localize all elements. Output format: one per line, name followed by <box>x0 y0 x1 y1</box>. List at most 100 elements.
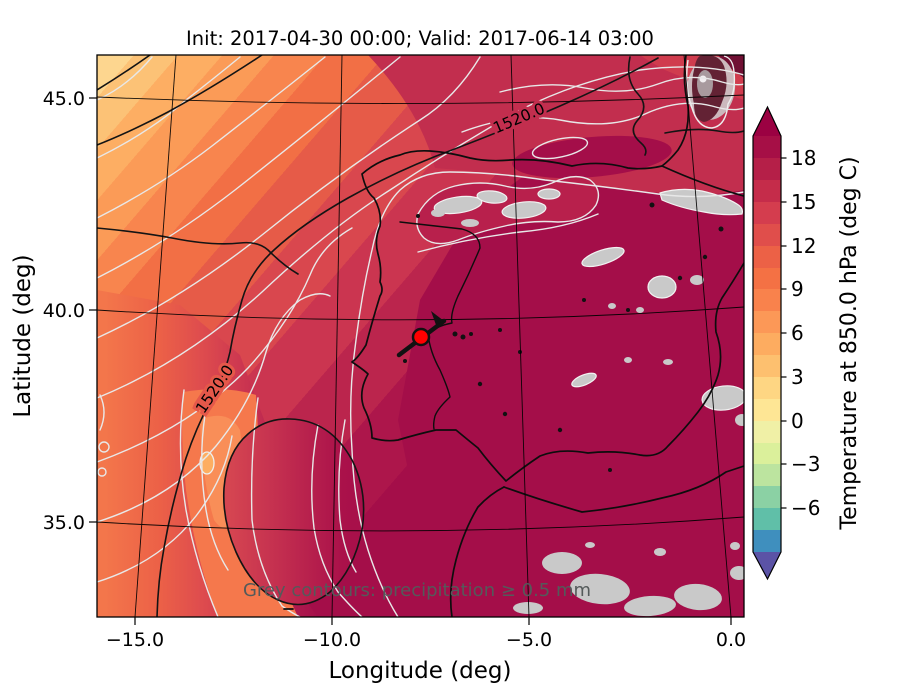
precip-patch <box>513 602 543 614</box>
sw-oval-interior <box>223 418 364 605</box>
contour-line <box>664 128 744 134</box>
coastlines-borders <box>283 55 744 617</box>
lake-dot <box>460 334 466 340</box>
contour-1520-closed-low <box>222 418 365 606</box>
precip-contour-line <box>97 435 233 583</box>
x-tick-label: −5.0 <box>506 629 552 651</box>
contour-1520-main <box>156 57 659 617</box>
lake-dot <box>502 411 508 417</box>
precip-patch <box>570 573 630 605</box>
precip-patch <box>730 542 740 550</box>
precip-blob-inner <box>697 70 713 98</box>
colorbar-segment <box>753 224 781 246</box>
precip-patch <box>608 303 616 309</box>
x-tick-marks <box>134 617 732 625</box>
parallel-45 <box>97 94 744 104</box>
grey-contour-lines <box>97 56 744 617</box>
precip-contour-line <box>97 66 744 399</box>
x-tick-label: −10.0 <box>303 629 361 651</box>
precip-contour-line <box>499 76 744 93</box>
lake-dot <box>403 359 407 363</box>
colorbar-label: Temperature at 850.0 hPa (deg C) <box>837 156 862 530</box>
precip-patch <box>674 583 722 611</box>
africa-mediterranean-coast <box>503 465 744 513</box>
precip-note: Grey contours: precipitation ≥ 0.5 mm <box>243 580 591 601</box>
lake-dot <box>518 350 522 354</box>
y-tick-label: 35.0 <box>43 512 85 534</box>
precip-contour-line <box>461 102 744 133</box>
precip-patch <box>537 188 561 200</box>
colorbar-segment <box>753 464 781 486</box>
precip-patch <box>654 548 666 556</box>
precip-contour-line <box>97 467 107 477</box>
precip-patch <box>690 275 704 285</box>
meridian-minus15 <box>134 55 177 617</box>
contour-line <box>97 227 299 275</box>
colorbar-tick-label: 15 <box>791 190 816 214</box>
contour-line <box>97 55 263 146</box>
parallel-35 <box>97 516 744 532</box>
colorbar-tick-marks <box>781 157 787 509</box>
y-tick-marks <box>89 97 97 523</box>
colorbar-tick-label: 9 <box>791 277 804 301</box>
precip-contour-line <box>201 414 229 571</box>
precip-patch <box>431 209 445 217</box>
precip-contour-line <box>179 389 219 617</box>
y-axis-label: Latitude (deg) <box>10 254 36 417</box>
colorbar-tick-label: 3 <box>791 365 804 389</box>
iberia-coastline <box>351 55 744 482</box>
y-tick-label: 40.0 <box>43 300 85 322</box>
colorbar: 18 15 12 9 6 3 0 −3 −6 Temperature at 85… <box>752 105 862 581</box>
colorbar-tick-label: 0 <box>791 409 804 433</box>
contour-line <box>97 55 151 91</box>
station-marker <box>396 311 447 358</box>
precip-patch <box>730 566 744 580</box>
colorbar-segment <box>753 486 781 508</box>
africa-atlantic-coast <box>449 486 505 617</box>
lake-dot <box>469 332 473 336</box>
meridian-minus5 <box>510 55 530 617</box>
lakes <box>403 202 724 472</box>
geopotential-contours <box>97 55 744 617</box>
precip-patch <box>581 246 625 268</box>
colorbar-segment <box>753 180 781 202</box>
lake-dot <box>626 308 630 312</box>
meridian-minus10 <box>331 55 343 617</box>
precip-patch <box>636 307 644 313</box>
precip-contour-line <box>311 424 363 617</box>
contour-line <box>627 56 647 156</box>
precip-patch <box>585 542 595 548</box>
precip-patch <box>542 552 582 574</box>
colorbar-tick-label: 18 <box>791 146 816 170</box>
colorbar-segment <box>753 311 781 333</box>
plot-title: Init: 2017-04-30 00:00; Valid: 2017-06-1… <box>186 27 654 50</box>
colorbar-segment <box>753 202 781 224</box>
precip-contour-line <box>250 397 301 617</box>
x-axis-label: Longitude (deg) <box>328 658 511 684</box>
lake-dot <box>582 298 586 302</box>
precipitation-patches <box>431 188 744 617</box>
colorbar-tick-label: 6 <box>791 321 804 345</box>
precip-patch <box>433 195 483 215</box>
colorbar-segment <box>753 399 781 421</box>
colorbar-segment <box>753 377 781 399</box>
lake-dot <box>498 328 502 332</box>
colorbar-segment <box>753 355 781 377</box>
precip-contour-line <box>685 55 736 129</box>
x-tick-label: 0.0 <box>716 629 746 651</box>
precip-contour-line <box>98 441 110 453</box>
colorbar-extend-bottom <box>753 552 781 579</box>
x-tick-label: −15.0 <box>106 629 164 651</box>
precip-contour-line <box>99 394 105 431</box>
colorbar-tick-label: 12 <box>791 234 816 258</box>
lake-dot <box>557 427 563 433</box>
wind-barb-flag <box>431 311 444 325</box>
lake-dot <box>677 275 683 281</box>
colorbar-segment <box>753 136 781 158</box>
precip-contour-line <box>97 56 326 219</box>
lake-dot <box>416 214 420 218</box>
precip-contour-line <box>338 419 357 573</box>
lake-dot <box>649 202 655 208</box>
colorbar-segment <box>753 268 781 289</box>
